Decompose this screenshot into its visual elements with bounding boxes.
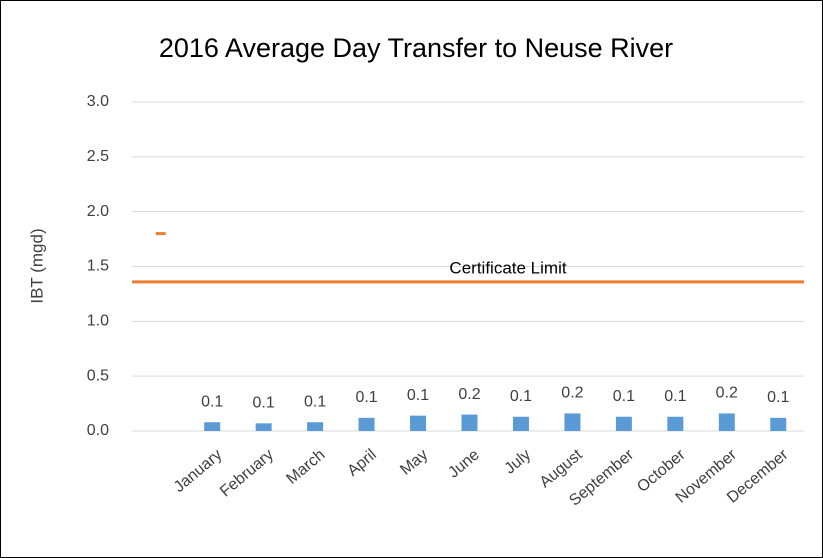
- bar: [512, 416, 529, 431]
- data-label: 0.2: [458, 386, 480, 403]
- y-tick-label: 2.0: [87, 203, 109, 220]
- data-label: 0.1: [767, 389, 789, 406]
- bar: [204, 422, 221, 431]
- bar: [770, 417, 787, 431]
- data-label: 0.1: [201, 393, 223, 410]
- bar: [564, 413, 581, 431]
- data-label: 0.1: [304, 393, 326, 410]
- data-label: 0.2: [716, 385, 738, 402]
- bar: [718, 413, 735, 431]
- y-tick-label: 1.0: [87, 313, 109, 330]
- data-label: 0.1: [355, 389, 377, 406]
- data-label: 0.1: [664, 388, 686, 405]
- y-tick-label: 1.5: [87, 258, 109, 275]
- bar: [255, 423, 272, 431]
- y-tick-label: 3.0: [87, 93, 109, 110]
- bar: [461, 414, 478, 431]
- y-tick-label: 0.5: [87, 367, 109, 384]
- chart-title: 2016 Average Day Transfer to Neuse River: [159, 33, 673, 63]
- bar: [615, 416, 632, 431]
- data-label: 0.1: [510, 388, 532, 405]
- data-label: 0.2: [561, 385, 583, 402]
- y-axis-label: IBT (mgd): [27, 228, 46, 303]
- data-label: 0.1: [407, 387, 429, 404]
- y-tick-label: 2.5: [87, 148, 109, 165]
- data-label: 0.1: [613, 388, 635, 405]
- reference-label: Certificate Limit: [449, 258, 566, 277]
- bar: [358, 417, 375, 431]
- bar: [410, 415, 427, 431]
- bar: [667, 416, 684, 431]
- data-label: 0.1: [253, 395, 275, 412]
- y-tick-label: 0.0: [87, 422, 109, 439]
- bar: [307, 422, 324, 431]
